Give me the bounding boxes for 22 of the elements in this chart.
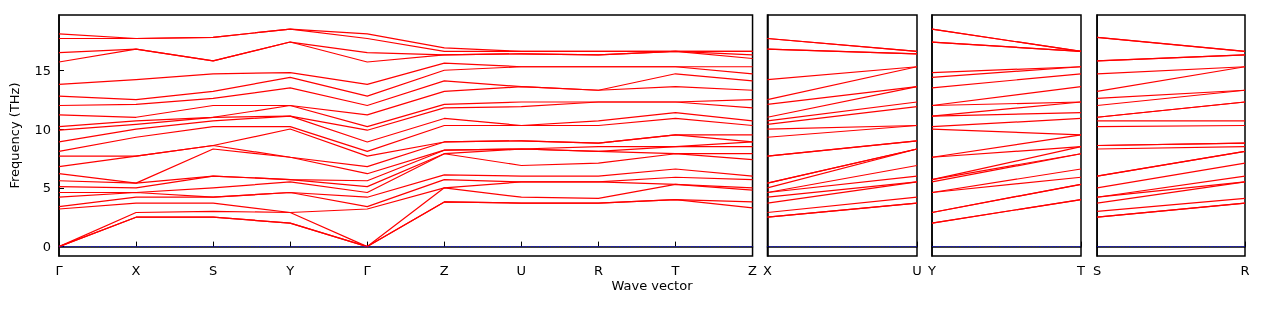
x-tick-label: X xyxy=(763,263,772,278)
x-axis-title: Wave vector xyxy=(610,278,694,293)
y-tick-label: 15 xyxy=(34,62,51,78)
x-tick-label: T xyxy=(670,263,680,278)
x-tick-label: Z xyxy=(748,263,758,278)
x-tick-label: S xyxy=(1092,263,1102,278)
x-tick-label: Y xyxy=(927,263,937,278)
x-tick-label: Γ xyxy=(55,263,64,278)
y-tick-label: 0 xyxy=(42,239,51,255)
x-tick-label: R xyxy=(1240,263,1250,278)
x-tick-label: U xyxy=(912,263,922,278)
y-axis-title: Frequency (THz) xyxy=(7,82,22,189)
x-tick-label: U xyxy=(516,263,527,278)
x-tick-label: T xyxy=(1076,263,1086,278)
x-tick-label: Y xyxy=(285,263,295,278)
x-tick-label: Γ xyxy=(363,263,372,278)
y-tick-label: 5 xyxy=(42,180,51,196)
x-tick-label: S xyxy=(208,263,218,278)
x-tick-label: Z xyxy=(439,263,449,278)
y-tick-label: 10 xyxy=(34,121,51,137)
x-tick-label: R xyxy=(593,263,603,278)
x-tick-label: X xyxy=(131,263,141,278)
